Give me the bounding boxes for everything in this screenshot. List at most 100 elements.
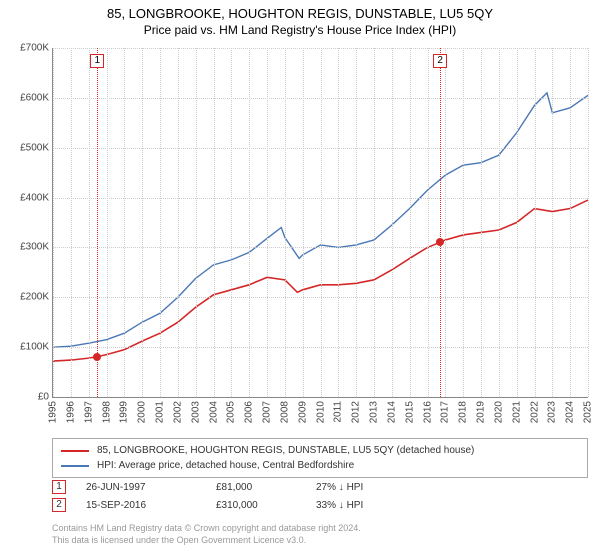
x-gridline bbox=[570, 48, 571, 397]
event-marker: 2 bbox=[52, 498, 66, 512]
x-gridline bbox=[285, 48, 286, 397]
x-gridline bbox=[178, 48, 179, 397]
x-tick-label: 1996 bbox=[65, 401, 76, 423]
event-price: £81,000 bbox=[216, 482, 296, 493]
y-tick-label: £700K bbox=[20, 43, 49, 54]
x-gridline bbox=[392, 48, 393, 397]
x-tick-label: 2009 bbox=[297, 401, 308, 423]
x-tick-label: 2013 bbox=[369, 401, 380, 423]
x-gridline bbox=[374, 48, 375, 397]
x-tick-label: 2011 bbox=[333, 401, 344, 423]
x-gridline bbox=[142, 48, 143, 397]
x-gridline bbox=[445, 48, 446, 397]
legend-item: 85, LONGBROOKE, HOUGHTON REGIS, DUNSTABL… bbox=[61, 443, 579, 458]
chart-title-block: 85, LONGBROOKE, HOUGHTON REGIS, DUNSTABL… bbox=[0, 0, 600, 37]
x-gridline bbox=[428, 48, 429, 397]
x-gridline bbox=[517, 48, 518, 397]
x-gridline bbox=[107, 48, 108, 397]
x-gridline bbox=[124, 48, 125, 397]
x-tick-label: 2003 bbox=[190, 401, 201, 423]
x-gridline bbox=[214, 48, 215, 397]
y-tick-label: £400K bbox=[20, 192, 49, 203]
legend: 85, LONGBROOKE, HOUGHTON REGIS, DUNSTABL… bbox=[52, 438, 588, 478]
x-gridline bbox=[481, 48, 482, 397]
x-tick-label: 2024 bbox=[565, 401, 576, 423]
x-tick-label: 1998 bbox=[101, 401, 112, 423]
x-gridline bbox=[231, 48, 232, 397]
x-tick-label: 2018 bbox=[458, 401, 469, 423]
event-dot bbox=[436, 238, 444, 246]
chart-subtitle: Price paid vs. HM Land Registry's House … bbox=[0, 23, 600, 37]
x-tick-label: 2002 bbox=[172, 401, 183, 423]
event-date: 15-SEP-2016 bbox=[86, 500, 196, 511]
event-flag: 2 bbox=[433, 54, 447, 68]
footnote-line: This data is licensed under the Open Gov… bbox=[52, 534, 588, 546]
x-tick-label: 1999 bbox=[119, 401, 130, 423]
x-gridline bbox=[249, 48, 250, 397]
event-marker: 1 bbox=[52, 480, 66, 494]
x-tick-label: 2007 bbox=[262, 401, 273, 423]
y-tick-label: £600K bbox=[20, 92, 49, 103]
y-tick-label: £100K bbox=[20, 342, 49, 353]
x-tick-label: 2004 bbox=[208, 401, 219, 423]
x-gridline bbox=[338, 48, 339, 397]
x-tick-label: 2016 bbox=[422, 401, 433, 423]
events-table: 1 26-JUN-1997 £81,000 27% ↓ HPI 2 15-SEP… bbox=[52, 480, 588, 516]
event-vline bbox=[440, 48, 441, 397]
x-gridline bbox=[71, 48, 72, 397]
x-gridline bbox=[410, 48, 411, 397]
legend-item: HPI: Average price, detached house, Cent… bbox=[61, 458, 579, 473]
event-date: 26-JUN-1997 bbox=[86, 482, 196, 493]
y-tick-label: £200K bbox=[20, 292, 49, 303]
x-tick-label: 2001 bbox=[155, 401, 166, 423]
x-tick-label: 2014 bbox=[386, 401, 397, 423]
x-gridline bbox=[89, 48, 90, 397]
footnote-line: Contains HM Land Registry data © Crown c… bbox=[52, 522, 588, 534]
chart-title: 85, LONGBROOKE, HOUGHTON REGIS, DUNSTABL… bbox=[0, 6, 600, 21]
x-tick-label: 2015 bbox=[404, 401, 415, 423]
x-tick-label: 2017 bbox=[440, 401, 451, 423]
event-row: 2 15-SEP-2016 £310,000 33% ↓ HPI bbox=[52, 498, 588, 512]
x-gridline bbox=[303, 48, 304, 397]
x-tick-label: 2025 bbox=[583, 401, 594, 423]
event-flag: 1 bbox=[90, 54, 104, 68]
x-gridline bbox=[552, 48, 553, 397]
legend-swatch bbox=[61, 465, 89, 467]
x-tick-label: 2019 bbox=[476, 401, 487, 423]
x-tick-label: 2012 bbox=[351, 401, 362, 423]
y-tick-label: £300K bbox=[20, 242, 49, 253]
x-gridline bbox=[499, 48, 500, 397]
x-gridline bbox=[267, 48, 268, 397]
x-tick-label: 2005 bbox=[226, 401, 237, 423]
x-tick-label: 2022 bbox=[529, 401, 540, 423]
x-tick-label: 2008 bbox=[279, 401, 290, 423]
event-delta: 33% ↓ HPI bbox=[316, 500, 436, 511]
y-tick-label: £500K bbox=[20, 142, 49, 153]
x-tick-label: 2021 bbox=[511, 401, 522, 423]
x-tick-label: 2000 bbox=[137, 401, 148, 423]
x-gridline bbox=[463, 48, 464, 397]
legend-label: 85, LONGBROOKE, HOUGHTON REGIS, DUNSTABL… bbox=[97, 443, 474, 458]
x-tick-label: 2023 bbox=[547, 401, 558, 423]
event-vline bbox=[97, 48, 98, 397]
x-tick-label: 2020 bbox=[493, 401, 504, 423]
event-row: 1 26-JUN-1997 £81,000 27% ↓ HPI bbox=[52, 480, 588, 494]
legend-swatch bbox=[61, 450, 89, 452]
x-tick-label: 2010 bbox=[315, 401, 326, 423]
x-tick-label: 1995 bbox=[48, 401, 59, 423]
x-tick-label: 1997 bbox=[83, 401, 94, 423]
chart-area: £0£100K£200K£300K£400K£500K£600K£700K199… bbox=[52, 48, 588, 398]
event-delta: 27% ↓ HPI bbox=[316, 482, 436, 493]
x-gridline bbox=[321, 48, 322, 397]
footnote: Contains HM Land Registry data © Crown c… bbox=[52, 522, 588, 546]
x-gridline bbox=[588, 48, 589, 397]
x-gridline bbox=[356, 48, 357, 397]
x-gridline bbox=[160, 48, 161, 397]
x-gridline bbox=[196, 48, 197, 397]
x-tick-label: 2006 bbox=[244, 401, 255, 423]
event-price: £310,000 bbox=[216, 500, 296, 511]
event-dot bbox=[93, 353, 101, 361]
legend-label: HPI: Average price, detached house, Cent… bbox=[97, 458, 354, 473]
plot-region: £0£100K£200K£300K£400K£500K£600K£700K199… bbox=[52, 48, 588, 398]
x-gridline bbox=[53, 48, 54, 397]
